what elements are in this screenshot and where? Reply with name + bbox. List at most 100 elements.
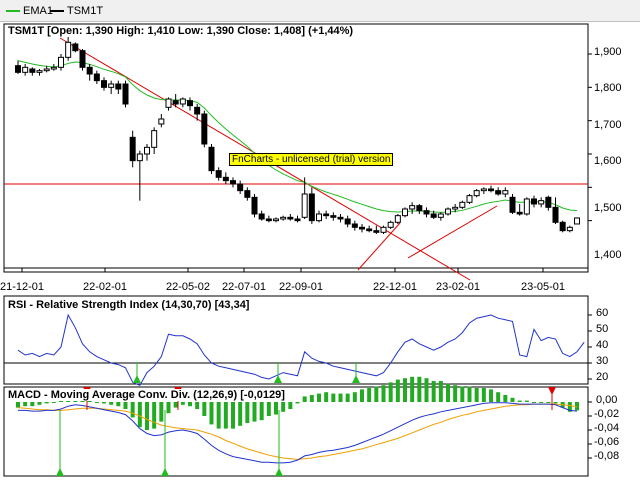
macd-histogram-bar xyxy=(281,402,286,412)
macd-histogram-bar xyxy=(517,400,522,402)
price-xtick: 22-07-01 xyxy=(221,281,267,293)
candle-body xyxy=(201,113,208,145)
price-xtick: 22-05-02 xyxy=(165,281,211,293)
macd-buy-signal-icon xyxy=(56,468,64,476)
macd-histogram-bar xyxy=(438,381,443,402)
candle-body xyxy=(215,170,222,178)
macd-histogram-bar xyxy=(231,402,235,429)
macd-histogram-bar xyxy=(446,383,450,402)
macd-histogram-bar xyxy=(23,402,28,407)
candle-body xyxy=(29,68,36,73)
candle-body xyxy=(108,83,115,88)
rsi-ytick: 20 xyxy=(596,371,609,383)
ema-swatch xyxy=(6,10,20,12)
candle-body xyxy=(151,130,158,148)
macd-line xyxy=(18,402,578,464)
candle-body xyxy=(402,208,408,217)
candle-body xyxy=(280,216,287,220)
candle-body xyxy=(423,210,430,215)
macd-histogram-bar xyxy=(331,393,336,402)
macd-histogram-bar xyxy=(302,396,307,402)
macd-histogram-bar xyxy=(403,378,407,402)
ema-line xyxy=(17,60,578,213)
macd-histogram-bar xyxy=(309,395,314,402)
candle-body xyxy=(480,188,487,192)
candle-body xyxy=(466,195,473,203)
macd-histogram-bar xyxy=(381,385,386,402)
price-ytick: 1,500 xyxy=(594,202,622,214)
legend-tsm[interactable]: TSM1T xyxy=(50,4,103,18)
candle-body xyxy=(65,41,72,58)
candle-body xyxy=(545,196,552,208)
candle-body xyxy=(187,100,193,107)
price-panel xyxy=(3,23,589,273)
candle-body xyxy=(452,206,459,210)
macd-histogram-bar xyxy=(266,402,271,416)
candle-body xyxy=(445,208,451,215)
macd-histogram-bar xyxy=(324,392,329,402)
macd-histogram-bar xyxy=(460,386,465,402)
trial-watermark: FnCharts - unlicensed (trial) version xyxy=(229,153,394,166)
candle-body xyxy=(574,217,580,225)
rsi-ytick: 40 xyxy=(596,339,609,351)
candle-body xyxy=(366,228,373,232)
candle-body xyxy=(22,66,29,73)
price-ytick: 1,600 xyxy=(594,155,622,167)
macd-histogram-bar xyxy=(496,392,501,402)
macd-histogram-bar xyxy=(481,388,486,402)
macd-histogram-bar xyxy=(367,388,372,402)
legend-ema-label: EMA1 xyxy=(23,5,53,17)
macd-histogram-bar xyxy=(16,402,20,408)
candle-body xyxy=(122,83,129,105)
candle-body xyxy=(337,216,344,220)
macd-histogram-bar xyxy=(338,393,343,402)
macd-histogram-bar xyxy=(245,402,250,423)
macd-histogram-bar xyxy=(252,402,257,422)
macd-histogram-bar xyxy=(467,386,472,402)
candle-body xyxy=(308,193,315,222)
macd-sell-signal-icon xyxy=(548,387,556,395)
candle-body xyxy=(373,230,380,233)
macd-histogram-bar xyxy=(123,402,128,409)
candle-body xyxy=(258,213,265,220)
candle-body xyxy=(351,223,358,228)
rsi-ytick: 60 xyxy=(596,307,609,319)
macd-histogram-bar xyxy=(553,402,558,404)
candle-body xyxy=(359,226,365,230)
candle-body xyxy=(58,56,64,68)
candle-body xyxy=(165,98,172,108)
candle-body xyxy=(79,50,86,68)
macd-histogram-bar xyxy=(274,402,278,415)
rsi-buy-signal-icon xyxy=(352,375,360,383)
candle-body xyxy=(287,216,294,220)
macd-histogram-bar xyxy=(202,402,207,416)
candle-body xyxy=(72,43,79,52)
macd-histogram-bar xyxy=(216,402,221,429)
macd-signal-line xyxy=(17,403,578,460)
candle-body xyxy=(50,66,57,70)
legend-tsm-label: TSM1T xyxy=(67,5,104,17)
macd-ytick: -0,02 xyxy=(594,408,620,420)
macd-histogram-bar xyxy=(352,392,357,402)
candle-body xyxy=(251,196,258,215)
uptrend-line xyxy=(407,205,498,259)
macd-histogram-bar xyxy=(345,393,350,402)
candle-body xyxy=(86,66,93,75)
macd-histogram-bar xyxy=(417,376,422,402)
macd-histogram-bar xyxy=(137,402,142,428)
macd-histogram-bar xyxy=(489,389,493,402)
macd-histogram-bar xyxy=(510,397,515,402)
macd-histogram-bar xyxy=(431,381,436,402)
legend-ema[interactable]: EMA1 xyxy=(6,4,53,18)
macd-histogram-bar xyxy=(453,385,458,402)
candle-body xyxy=(387,221,394,228)
candle-body xyxy=(552,206,559,223)
rsi-buy-signal-icon xyxy=(133,375,141,383)
macd-histogram-bar xyxy=(116,402,121,407)
macd-histogram-bar xyxy=(130,402,135,418)
candle-body xyxy=(144,146,150,155)
rsi-panel-title: RSI - Relative Strength Index (14,30,70)… xyxy=(6,299,252,311)
macd-histogram-bar xyxy=(238,402,243,426)
candle-body xyxy=(230,180,236,185)
